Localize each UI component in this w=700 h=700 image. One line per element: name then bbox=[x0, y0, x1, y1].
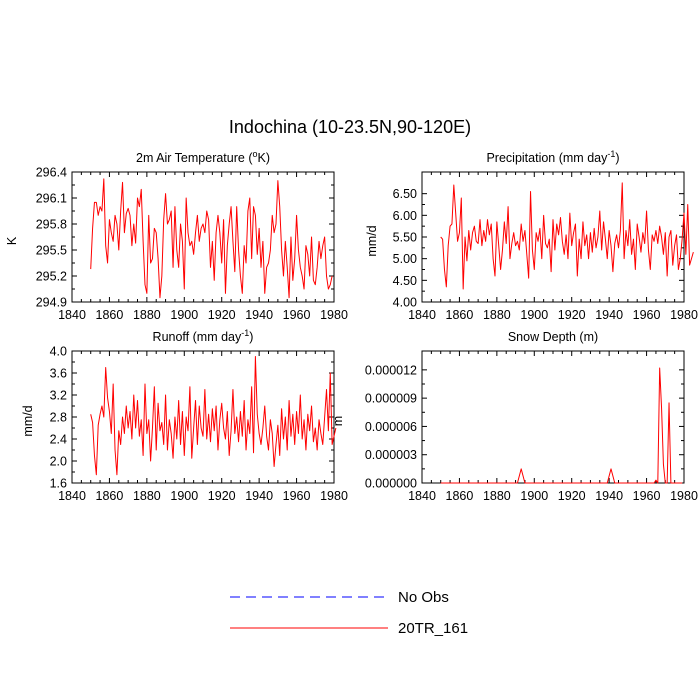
x-tick-label: 1900 bbox=[170, 489, 198, 503]
x-tick-label: 1940 bbox=[595, 489, 623, 503]
y-tick-label: 294.9 bbox=[36, 296, 67, 310]
y-tick-label: 5.50 bbox=[393, 231, 417, 245]
y-tick-label: 6.00 bbox=[393, 209, 417, 223]
y-axis-label: m bbox=[331, 416, 345, 426]
panel-title: Snow Depth (m) bbox=[508, 330, 598, 344]
x-tick-label: 1980 bbox=[320, 489, 348, 503]
x-tick-label: 1860 bbox=[96, 308, 124, 322]
x-tick-label: 1880 bbox=[133, 308, 161, 322]
x-tick-label: 1880 bbox=[483, 489, 511, 503]
y-tick-label: 296.4 bbox=[36, 166, 67, 180]
x-tick-label: 1960 bbox=[283, 308, 311, 322]
x-tick-label: 1840 bbox=[408, 489, 436, 503]
x-tick-label: 1960 bbox=[633, 308, 661, 322]
y-tick-label: 5.00 bbox=[393, 252, 417, 266]
y-tick-label: 2.8 bbox=[50, 411, 67, 425]
series-line-20tr-161 bbox=[90, 178, 333, 299]
x-tick-label: 1980 bbox=[670, 489, 698, 503]
y-tick-label: 295.8 bbox=[36, 218, 67, 232]
y-tick-label: 4.00 bbox=[393, 296, 417, 310]
x-tick-label: 1920 bbox=[208, 489, 236, 503]
y-tick-label: 0.000009 bbox=[365, 392, 417, 406]
x-tick-label: 1940 bbox=[245, 489, 273, 503]
panel-air-temperature: 2m Air Temperature (oK) 1840 1860 1880 1900 1… bbox=[5, 149, 348, 322]
series-line-20tr-161 bbox=[440, 367, 683, 484]
y-tick-label: 2.0 bbox=[50, 455, 67, 469]
x-tick-label: 1900 bbox=[520, 489, 548, 503]
x-tick-label: 1920 bbox=[558, 489, 586, 503]
x-tick-label: 1900 bbox=[170, 308, 198, 322]
series-line-20tr-161 bbox=[440, 182, 694, 290]
x-tick-label: 1980 bbox=[670, 308, 698, 322]
y-tick-label: 0.000012 bbox=[365, 363, 417, 377]
legend: No Obs 20TR_161 bbox=[230, 589, 468, 637]
x-tick-label: 1840 bbox=[58, 308, 86, 322]
y-axis-label: K bbox=[5, 236, 19, 245]
y-axis-label: mm/d bbox=[365, 225, 379, 256]
y-tick-label: 0.000006 bbox=[365, 420, 417, 434]
x-tick-label: 1980 bbox=[320, 308, 348, 322]
legend-label-20tr-161: 20TR_161 bbox=[398, 620, 468, 637]
y-tick-label: 4.50 bbox=[393, 274, 417, 288]
y-tick-label: 3.2 bbox=[50, 389, 67, 403]
y-tick-label: 295.2 bbox=[36, 270, 67, 284]
y-tick-label: 6.50 bbox=[393, 187, 417, 201]
series-line-20tr-161 bbox=[90, 356, 337, 476]
x-tick-label: 1960 bbox=[283, 489, 311, 503]
y-tick-label: 4.0 bbox=[50, 345, 67, 359]
y-axis-label: mm/d bbox=[21, 405, 35, 436]
x-tick-label: 1840 bbox=[58, 489, 86, 503]
panel-precipitation: Precipitation (mm day-1) 1840 1860 1880 1900… bbox=[365, 149, 698, 322]
plot-frame bbox=[71, 350, 335, 484]
y-tick-label: 0.000000 bbox=[365, 477, 417, 491]
x-tick-label: 1940 bbox=[245, 308, 273, 322]
y-tick-label: 295.5 bbox=[36, 244, 67, 258]
x-tick-label: 1920 bbox=[558, 308, 586, 322]
plot-frame bbox=[71, 171, 335, 303]
x-tick-label: 1880 bbox=[133, 489, 161, 503]
x-tick-label: 1960 bbox=[633, 489, 661, 503]
y-tick-label: 1.6 bbox=[50, 477, 67, 491]
figure-title: Indochina (10-23.5N,90-120E) bbox=[229, 117, 471, 137]
plot-frame bbox=[421, 350, 685, 484]
x-tick-label: 1920 bbox=[208, 308, 236, 322]
y-tick-label: 3.6 bbox=[50, 367, 67, 381]
panel-title: Precipitation (mm day-1) bbox=[486, 149, 619, 165]
y-tick-label: 296.1 bbox=[36, 192, 67, 206]
x-tick-label: 1840 bbox=[408, 308, 436, 322]
y-tick-label: 2.4 bbox=[50, 433, 67, 447]
panel-title: 2m Air Temperature (oK) bbox=[136, 149, 270, 165]
x-tick-label: 1860 bbox=[96, 489, 124, 503]
x-tick-label: 1860 bbox=[446, 308, 474, 322]
legend-label-no-obs: No Obs bbox=[398, 589, 449, 606]
x-tick-label: 1940 bbox=[595, 308, 623, 322]
panel-snow-depth: Snow Depth (m) 1840 1860 1880 1900 1920 1940 19… bbox=[331, 330, 698, 503]
y-tick-label: 0.000003 bbox=[365, 448, 417, 462]
x-tick-label: 1860 bbox=[446, 489, 474, 503]
panel-title: Runoff (mm day-1) bbox=[153, 328, 254, 344]
panel-runoff: Runoff (mm day-1) 1840 1860 1880 1900 1920 194… bbox=[21, 328, 348, 503]
x-tick-label: 1900 bbox=[520, 308, 548, 322]
x-tick-label: 1880 bbox=[483, 308, 511, 322]
